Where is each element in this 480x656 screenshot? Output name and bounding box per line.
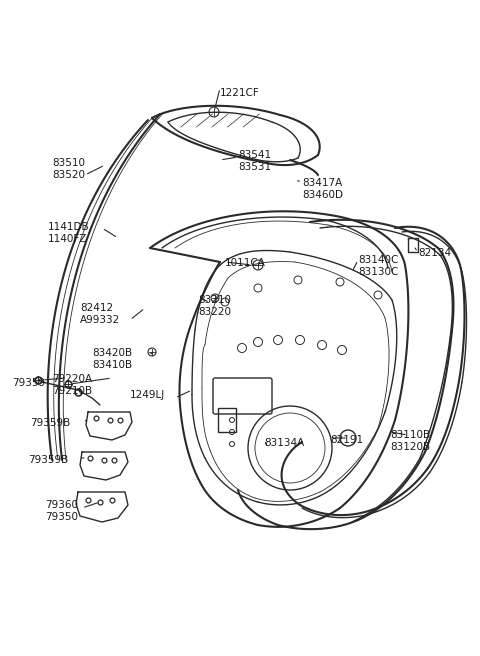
Text: 1249LJ: 1249LJ	[130, 390, 165, 400]
Text: 83420B
83410B: 83420B 83410B	[92, 348, 132, 369]
Text: 82191: 82191	[330, 435, 363, 445]
Text: 83417A
83460D: 83417A 83460D	[302, 178, 343, 199]
Text: 83134A: 83134A	[264, 438, 304, 448]
Text: 1011CA: 1011CA	[225, 258, 266, 268]
Text: 82134: 82134	[418, 248, 451, 258]
Text: 79360
79350: 79360 79350	[45, 500, 78, 522]
Text: 83110B
83120B: 83110B 83120B	[390, 430, 430, 451]
Text: 1141DB
1140FZ: 1141DB 1140FZ	[48, 222, 90, 243]
Text: 82412
A99332: 82412 A99332	[80, 303, 120, 325]
Text: 79359B: 79359B	[28, 455, 68, 465]
Text: 83541
83531: 83541 83531	[238, 150, 271, 172]
Bar	[218, 408, 236, 432]
Text: 79220A
79210B: 79220A 79210B	[52, 374, 92, 396]
Text: 79359B: 79359B	[30, 418, 70, 428]
Text: 83510
83520: 83510 83520	[52, 158, 85, 180]
Text: 1221CF: 1221CF	[220, 88, 260, 98]
Text: 79359: 79359	[12, 378, 45, 388]
Text: 83140C
83130C: 83140C 83130C	[358, 255, 398, 277]
Text: 83210
83220: 83210 83220	[198, 295, 231, 317]
